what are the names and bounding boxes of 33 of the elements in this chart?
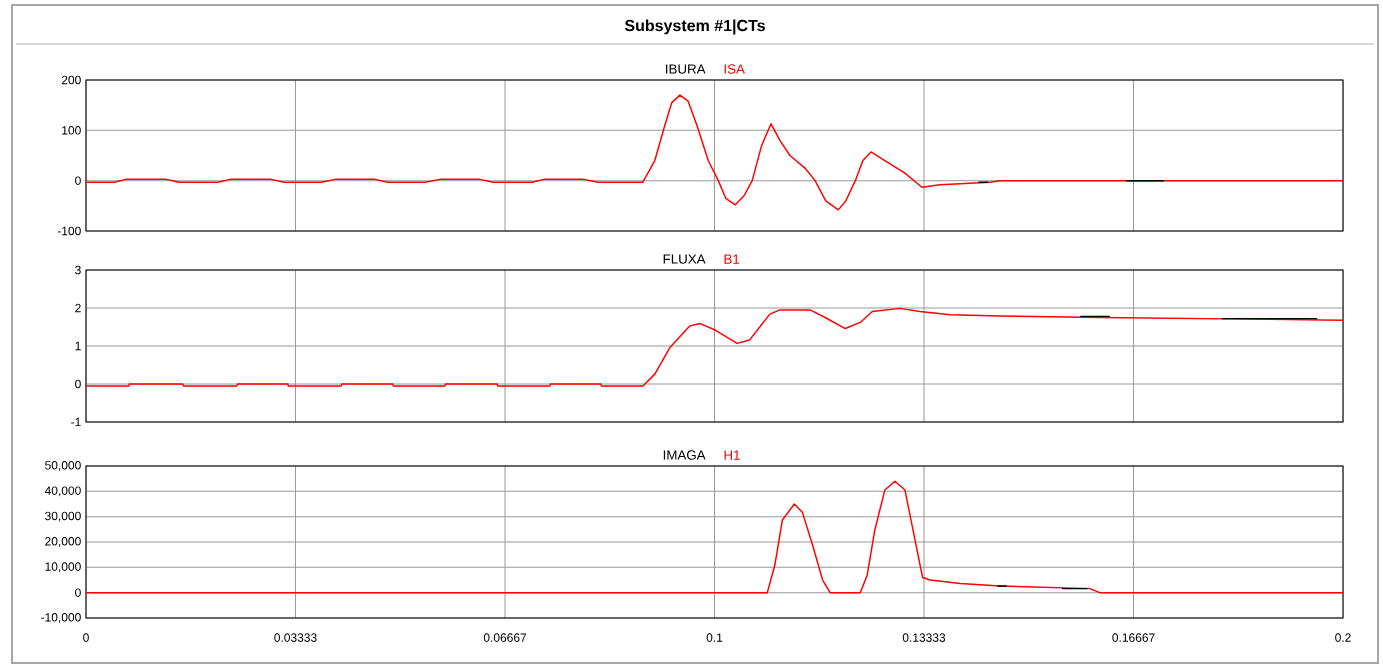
text: ISA xyxy=(724,64,745,74)
y-tick-label: -1 xyxy=(71,417,81,427)
chart-title: Subsystem #1|CTs xyxy=(624,19,765,35)
line-series xyxy=(85,480,1344,594)
text: IMAGA xyxy=(663,450,706,460)
text: FLUXA xyxy=(663,254,706,264)
x-tick-label: 0.13333 xyxy=(902,633,946,642)
y-tick-label: 40,000 xyxy=(44,486,81,497)
text: B1 xyxy=(724,254,740,264)
y-tick-label: 3 xyxy=(75,265,81,275)
y-tick-label: 2 xyxy=(75,303,81,313)
y-tick-label: 20,000 xyxy=(45,537,81,547)
y-tick-label: -100 xyxy=(57,226,81,236)
y-tick-label: -10,000 xyxy=(41,613,81,623)
y-tick-label: 200 xyxy=(61,75,81,85)
x-tick-label: 0.1 xyxy=(706,633,723,642)
x-tick-label: 0.2 xyxy=(1335,633,1351,642)
x-tick-label: 0.16667 xyxy=(1112,633,1155,642)
x-tick-label: 0.03333 xyxy=(274,633,317,642)
text: H1 xyxy=(724,450,740,460)
x-tick-label: 0 xyxy=(83,633,89,642)
y-tick-label: 1 xyxy=(75,341,81,351)
y-tick-label: 0 xyxy=(75,379,81,389)
y-tick-label: 0 xyxy=(75,176,81,185)
text: IBURA xyxy=(666,64,706,74)
y-tick-label: 100 xyxy=(62,126,81,135)
x-tick-label: 0.06667 xyxy=(483,633,527,642)
y-tick-label: 30,000 xyxy=(45,511,81,522)
line-series xyxy=(85,94,1344,211)
y-tick-label: 10,000 xyxy=(45,562,81,573)
y-tick-label: 0 xyxy=(75,588,81,597)
y-tick-label: 50,000 xyxy=(45,461,81,471)
line-series xyxy=(85,307,1344,387)
